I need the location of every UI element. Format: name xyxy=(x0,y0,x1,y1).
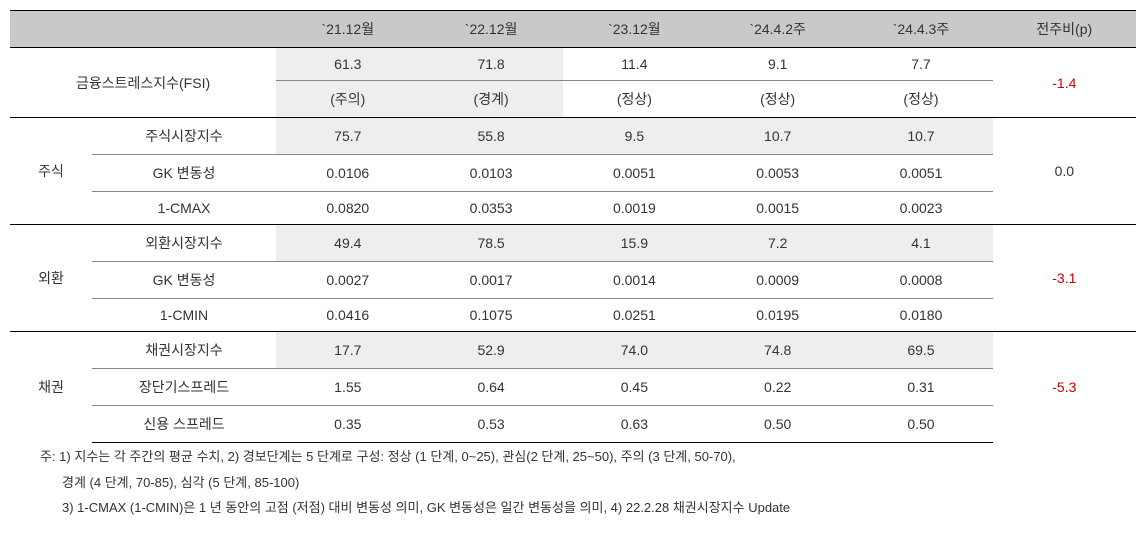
fx-r0-v4: 4.1 xyxy=(849,225,992,262)
fsi-v3: 9.1 xyxy=(706,48,849,81)
fx-r1-v3: 0.0009 xyxy=(706,262,849,299)
bond-label: 채권 xyxy=(10,332,92,443)
fx-r1-v4: 0.0008 xyxy=(849,262,992,299)
bond-change: -5.3 xyxy=(993,332,1136,443)
fx-change: -3.1 xyxy=(993,225,1136,332)
fx-label: 외환 xyxy=(10,225,92,332)
stock-r0-v3: 10.7 xyxy=(706,118,849,155)
fx-r0-v2: 15.9 xyxy=(563,225,706,262)
fsi-s4: (정상) xyxy=(849,81,992,118)
fx-row-0: 외환 외환시장지수 49.4 78.5 15.9 7.2 4.1 -3.1 xyxy=(10,225,1136,262)
stock-r1-v4: 0.0051 xyxy=(849,155,992,192)
bond-r0-v3: 74.8 xyxy=(706,332,849,369)
stock-r0-v0: 75.7 xyxy=(276,118,419,155)
stock-r2-v2: 0.0019 xyxy=(563,192,706,225)
stock-r0-v4: 10.7 xyxy=(849,118,992,155)
stock-change: 0.0 xyxy=(993,118,1136,225)
fx-r1-v0: 0.0027 xyxy=(276,262,419,299)
bond-r0-v4: 69.5 xyxy=(849,332,992,369)
fx-r2-name: 1-CMIN xyxy=(92,299,276,332)
fx-r0-v0: 49.4 xyxy=(276,225,419,262)
bond-r2-v0: 0.35 xyxy=(276,406,419,443)
fsi-change: -1.4 xyxy=(993,48,1136,118)
header-col3: `23.12월 xyxy=(563,11,706,48)
stock-r1-v1: 0.0103 xyxy=(419,155,562,192)
bond-r0-name: 채권시장지수 xyxy=(92,332,276,369)
fx-r1-v2: 0.0014 xyxy=(563,262,706,299)
fx-r2-v4: 0.0180 xyxy=(849,299,992,332)
bond-r0-v2: 74.0 xyxy=(563,332,706,369)
header-blank xyxy=(10,11,276,48)
stock-r1-v2: 0.0051 xyxy=(563,155,706,192)
fsi-v2: 11.4 xyxy=(563,48,706,81)
stock-r1-v0: 0.0106 xyxy=(276,155,419,192)
stock-r2-v0: 0.0820 xyxy=(276,192,419,225)
footnote-1: 주: 1) 지수는 각 주간의 평균 수치, 2) 경보단계는 5 단계로 구성… xyxy=(10,443,1136,469)
fx-r1-name: GK 변동성 xyxy=(92,262,276,299)
stock-r2-v1: 0.0353 xyxy=(419,192,562,225)
fx-r2-v1: 0.1075 xyxy=(419,299,562,332)
fsi-v4: 7.7 xyxy=(849,48,992,81)
fx-r1-v1: 0.0017 xyxy=(419,262,562,299)
stock-row-0: 주식 주식시장지수 75.7 55.8 9.5 10.7 10.7 0.0 xyxy=(10,118,1136,155)
fx-r2-v3: 0.0195 xyxy=(706,299,849,332)
fsi-v0: 61.3 xyxy=(276,48,419,81)
footnote-2: 경계 (4 단계, 70-85), 심각 (5 단계, 85-100) xyxy=(10,469,1136,495)
fsi-label: 금융스트레스지수(FSI) xyxy=(10,48,276,118)
stock-row-1: GK 변동성 0.0106 0.0103 0.0051 0.0053 0.005… xyxy=(10,155,1136,192)
header-col6: 전주비(p) xyxy=(993,11,1136,48)
stock-r0-name: 주식시장지수 xyxy=(92,118,276,155)
bond-row-0: 채권 채권시장지수 17.7 52.9 74.0 74.8 69.5 -5.3 xyxy=(10,332,1136,369)
fx-r2-v2: 0.0251 xyxy=(563,299,706,332)
header-col2: `22.12월 xyxy=(419,11,562,48)
fsi-s3: (정상) xyxy=(706,81,849,118)
bond-r1-v1: 0.64 xyxy=(419,369,562,406)
fx-row-1: GK 변동성 0.0027 0.0017 0.0014 0.0009 0.000… xyxy=(10,262,1136,299)
stock-r1-name: GK 변동성 xyxy=(92,155,276,192)
stock-r1-v3: 0.0053 xyxy=(706,155,849,192)
fx-row-2: 1-CMIN 0.0416 0.1075 0.0251 0.0195 0.018… xyxy=(10,299,1136,332)
stock-label: 주식 xyxy=(10,118,92,225)
header-col1: `21.12월 xyxy=(276,11,419,48)
stock-row-2: 1-CMAX 0.0820 0.0353 0.0019 0.0015 0.002… xyxy=(10,192,1136,225)
bond-r2-name: 신용 스프레드 xyxy=(92,406,276,443)
bond-r1-v2: 0.45 xyxy=(563,369,706,406)
fsi-s2: (정상) xyxy=(563,81,706,118)
stock-r2-v3: 0.0015 xyxy=(706,192,849,225)
fsi-s1: (경계) xyxy=(419,81,562,118)
fx-r2-v0: 0.0416 xyxy=(276,299,419,332)
bond-r1-v0: 1.55 xyxy=(276,369,419,406)
fsi-row-values: 금융스트레스지수(FSI) 61.3 71.8 11.4 9.1 7.7 -1.… xyxy=(10,48,1136,81)
bond-r1-v3: 0.22 xyxy=(706,369,849,406)
fsi-s0: (주의) xyxy=(276,81,419,118)
stock-r0-v2: 9.5 xyxy=(563,118,706,155)
stock-r2-name: 1-CMAX xyxy=(92,192,276,225)
stock-r2-v4: 0.0023 xyxy=(849,192,992,225)
header-col4: `24.4.2주 xyxy=(706,11,849,48)
bond-r1-name: 장단기스프레드 xyxy=(92,369,276,406)
fsi-v1: 71.8 xyxy=(419,48,562,81)
footnote-3: 3) 1-CMAX (1-CMIN)은 1 년 동안의 고점 (저점) 대비 변… xyxy=(10,494,1136,520)
bond-r1-v4: 0.31 xyxy=(849,369,992,406)
bond-r0-v1: 52.9 xyxy=(419,332,562,369)
fx-r0-name: 외환시장지수 xyxy=(92,225,276,262)
fx-r0-v1: 78.5 xyxy=(419,225,562,262)
header-row: `21.12월 `22.12월 `23.12월 `24.4.2주 `24.4.3… xyxy=(10,11,1136,48)
fsi-table: `21.12월 `22.12월 `23.12월 `24.4.2주 `24.4.3… xyxy=(10,10,1136,443)
bond-r2-v4: 0.50 xyxy=(849,406,992,443)
bond-r0-v0: 17.7 xyxy=(276,332,419,369)
header-col5: `24.4.3주 xyxy=(849,11,992,48)
fx-r0-v3: 7.2 xyxy=(706,225,849,262)
bond-row-2: 신용 스프레드 0.35 0.53 0.63 0.50 0.50 xyxy=(10,406,1136,443)
bond-r2-v1: 0.53 xyxy=(419,406,562,443)
bond-r2-v3: 0.50 xyxy=(706,406,849,443)
stock-r0-v1: 55.8 xyxy=(419,118,562,155)
bond-row-1: 장단기스프레드 1.55 0.64 0.45 0.22 0.31 xyxy=(10,369,1136,406)
bond-r2-v2: 0.63 xyxy=(563,406,706,443)
